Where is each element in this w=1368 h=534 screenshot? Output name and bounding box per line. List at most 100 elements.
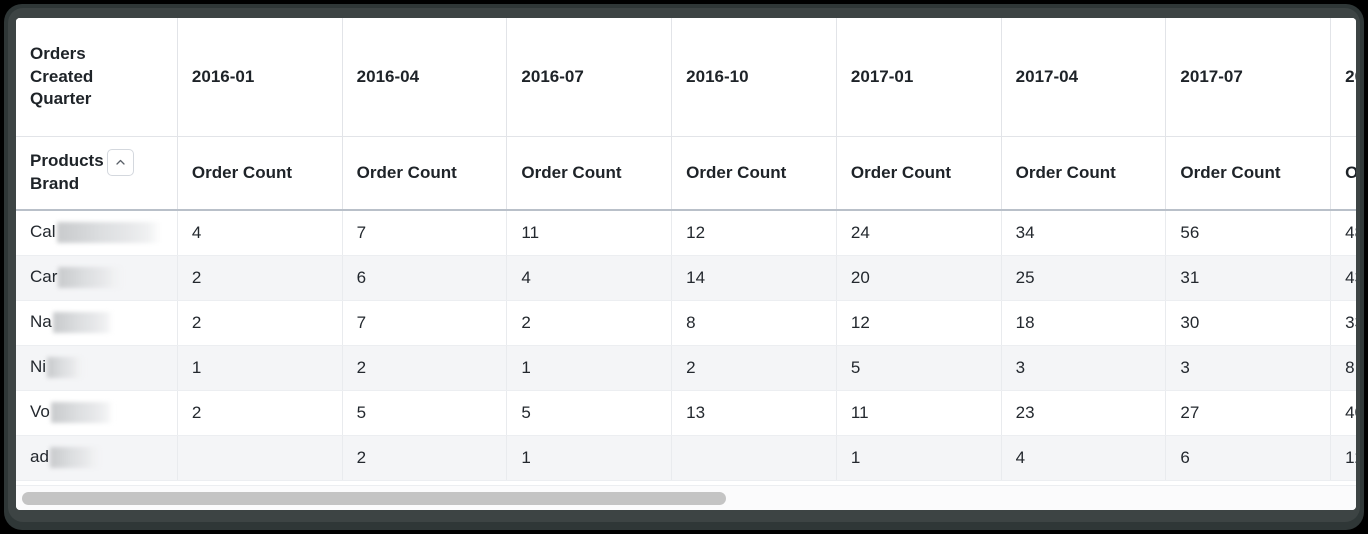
order-count-cell: 12 [671,210,837,256]
order-count-cell: 8 [671,300,837,346]
measure-header-2016-10[interactable]: Order Count [671,136,837,211]
table-row: Vo2551311232740 [16,390,1356,436]
order-count-cell [671,435,837,481]
corner-header-label: Orders Created Quarter [30,44,94,108]
order-count-cell: 1 [836,435,1002,481]
table-row: ad2114612 [16,435,1356,481]
order-count-cell: 25 [1001,255,1167,301]
redaction-overlay [49,447,100,468]
brand-label: ad [30,446,49,466]
table-scroll-viewport[interactable]: Orders Created Quarter 2016-01 2016-04 2… [16,18,1356,485]
sort-ascending-button[interactable] [106,149,134,177]
order-count-cell: 56 [1165,210,1332,256]
order-count-cell: 13 [671,390,837,436]
brand-label: Na [30,311,52,331]
table-row: Cal 47111224345648 [16,210,1356,256]
row-dimension-label: Products Brand [30,151,104,193]
header-row-quarters: Orders Created Quarter 2016-01 2016-04 2… [16,18,1356,137]
order-count-cell: 48 [1330,210,1356,256]
redaction-overlay [52,312,113,333]
redaction-overlay [58,267,123,288]
order-count-cell: 12 [836,300,1002,346]
measure-header-2017-04[interactable]: Order Count [1001,136,1167,211]
brand-cell: Ni [16,345,178,391]
measure-header-2016-07[interactable]: Order Count [506,136,673,211]
measure-header-2017-07[interactable]: Order Count [1165,136,1332,211]
order-count-cell: 34 [1001,210,1167,256]
order-count-cell: 2 [342,435,508,481]
brand-cell: Na [16,300,178,346]
order-count-cell: 4 [1001,435,1167,481]
header-row-measures: Products Brand Order Count Order Count O… [16,136,1356,211]
redaction-overlay [56,222,161,244]
column-header-2016-07[interactable]: 2016-07 [506,18,673,137]
measure-header-2017-01[interactable]: Order Count [836,136,1002,211]
brand-label: Car [30,266,58,286]
order-count-cell: 2 [342,345,508,391]
table-row: Car 2641420253143 [16,255,1356,301]
order-count-cell: 20 [836,255,1002,301]
row-dimension-header-inner: Products Brand [30,149,177,195]
order-count-cell: 6 [342,255,508,301]
column-header-2016-04[interactable]: 2016-04 [342,18,508,137]
column-header-2016-10[interactable]: 2016-10 [671,18,837,137]
measure-header-2016-04[interactable]: Order Count [342,136,508,211]
order-count-cell: 2 [671,345,837,391]
order-count-cell: 27 [1165,390,1332,436]
column-header-2017-07[interactable]: 2017-07 [1165,18,1332,137]
corner-header-cell: Orders Created Quarter [16,18,178,137]
order-count-cell: 2 [177,300,343,346]
table-row: Ni 1 2 1 2 5 3 3 8 [16,345,1356,391]
column-header-2017-04[interactable]: 2017-04 [1001,18,1167,137]
order-count-cell [177,435,343,481]
order-count-cell: 5 [342,390,508,436]
chevron-up-icon [116,160,125,165]
column-header-2017-10[interactable]: 2017-10 [1330,18,1356,137]
brand-cell: Cal [16,210,178,256]
order-count-cell: 1 [177,345,343,391]
order-count-cell: 33 [1330,300,1356,346]
brand-label: Cal [30,222,56,242]
table-row: Na272812183033 [16,300,1356,346]
row-dimension-header-cell[interactable]: Products Brand [16,136,178,211]
table-header: Orders Created Quarter 2016-01 2016-04 2… [16,18,1356,211]
order-count-cell: 7 [342,210,508,256]
order-count-cell: 11 [836,390,1002,436]
order-count-cell: 3 [1001,345,1167,391]
order-count-cell: 43 [1330,255,1356,301]
column-header-2017-01[interactable]: 2017-01 [836,18,1002,137]
order-count-cell: 5 [836,345,1002,391]
column-header-2016-01[interactable]: 2016-01 [177,18,343,137]
measure-header-2016-01[interactable]: Order Count [177,136,343,211]
brand-cell: ad [16,435,178,481]
order-count-cell: 5 [506,390,673,436]
measure-header-2017-10[interactable]: Order Count [1330,136,1356,211]
order-count-cell: 2 [177,390,343,436]
order-count-cell: 2 [506,300,673,346]
redaction-overlay [47,357,84,378]
order-count-cell: 31 [1165,255,1332,301]
order-count-cell: 4 [177,210,343,256]
pivot-table: Orders Created Quarter 2016-01 2016-04 2… [16,18,1356,481]
horizontal-scrollbar-track[interactable] [16,485,1356,510]
order-count-cell: 24 [836,210,1002,256]
order-count-cell: 1 [506,345,673,391]
order-count-cell: 14 [671,255,837,301]
order-count-cell: 40 [1330,390,1356,436]
horizontal-scrollbar-thumb[interactable] [22,492,726,505]
pivot-table-panel: Orders Created Quarter 2016-01 2016-04 2… [16,18,1356,510]
order-count-cell: 18 [1001,300,1167,346]
order-count-cell: 2 [177,255,343,301]
order-count-cell: 4 [506,255,673,301]
brand-label: Ni [30,356,47,376]
order-count-cell: 8 [1330,345,1356,391]
order-count-cell: 3 [1165,345,1332,391]
order-count-cell: 1 [506,435,673,481]
brand-cell: Car [16,255,178,301]
redaction-overlay [50,402,113,423]
order-count-cell: 23 [1001,390,1167,436]
order-count-cell: 6 [1165,435,1332,481]
order-count-cell: 7 [342,300,508,346]
order-count-cell: 12 [1330,435,1356,481]
